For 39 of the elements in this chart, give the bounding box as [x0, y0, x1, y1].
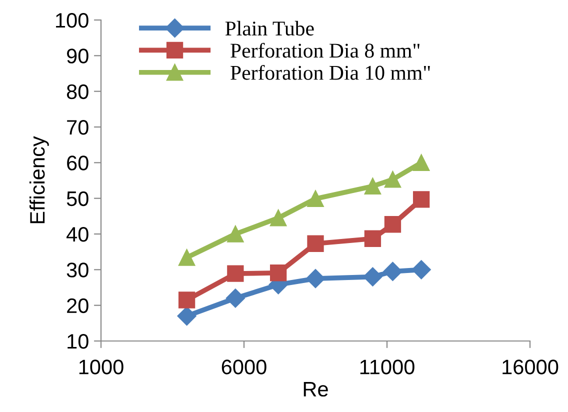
point	[307, 235, 324, 252]
y-tick-label: 20	[67, 298, 88, 314]
x-tick-label: 1000	[79, 360, 124, 374]
y-tick-label: 100	[56, 13, 88, 28]
point	[363, 267, 382, 286]
point	[384, 171, 402, 188]
y-tick-label: 60	[67, 156, 88, 170]
point	[412, 154, 430, 171]
y-tick-label: 30	[66, 262, 88, 278]
x-tick-label: 16000	[502, 360, 558, 374]
legend-label: Perforation Dia 8 mm"	[230, 42, 420, 58]
point	[383, 262, 402, 281]
point	[384, 216, 402, 233]
point	[306, 269, 326, 288]
point	[412, 191, 430, 208]
point	[178, 249, 196, 266]
y-tick-label: 10	[68, 334, 88, 349]
x-axis-title: Re	[304, 382, 328, 397]
point	[364, 178, 382, 195]
point	[226, 288, 245, 308]
point	[227, 226, 244, 242]
point	[270, 264, 287, 282]
y-tick-label: 80	[66, 84, 88, 100]
y-tick-label: 40	[66, 227, 88, 242]
y-tick-label: 90	[67, 48, 88, 64]
legend-label: Perforation Dia 10 mm"	[230, 64, 430, 80]
point	[412, 260, 431, 280]
y-axis-title: Efficiency	[29, 136, 49, 224]
point	[227, 265, 244, 282]
x-tick-label: 11000	[360, 360, 414, 374]
y-tick-label: 50	[66, 191, 88, 206]
point	[270, 210, 287, 226]
y-tick-label: 70	[67, 120, 88, 135]
x-tick-label: 6000	[222, 360, 266, 374]
point	[307, 190, 324, 208]
point	[177, 306, 196, 326]
point	[364, 230, 382, 247]
point	[178, 292, 196, 308]
legend-label: Plain Tube	[225, 20, 314, 36]
